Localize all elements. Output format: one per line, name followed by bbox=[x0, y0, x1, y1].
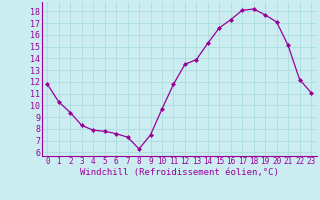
X-axis label: Windchill (Refroidissement éolien,°C): Windchill (Refroidissement éolien,°C) bbox=[80, 168, 279, 177]
